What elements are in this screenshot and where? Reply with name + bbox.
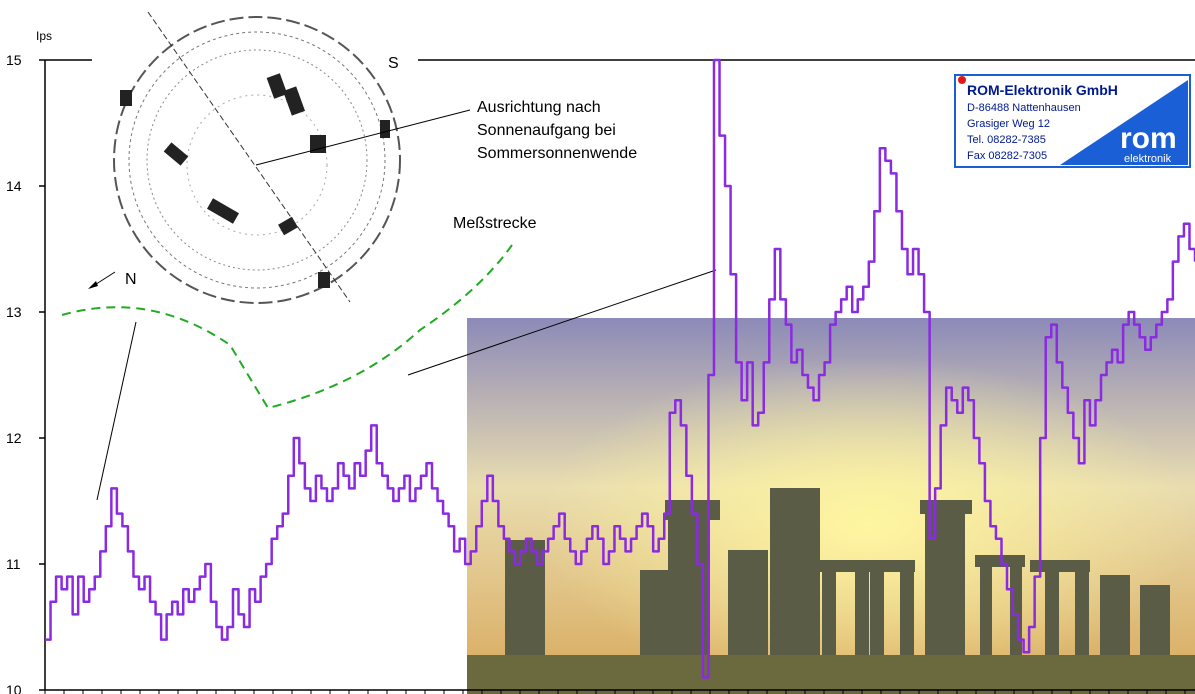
- y-tick-label: 11: [6, 556, 21, 572]
- logo-brand: rom: [1120, 122, 1177, 155]
- rom-elektronik-logo: ROM-Elektronik GmbH D-86488 Nattenhausen…: [954, 74, 1191, 168]
- stonehenge-plan-diagram: [88, 11, 471, 304]
- y-tick-label: 13: [6, 304, 22, 320]
- logo-red-dot: [958, 76, 966, 84]
- compass-south-label: S: [388, 55, 399, 72]
- logo-phone: Tel. 08282-7385: [967, 134, 1046, 146]
- y-tick-label: 10: [6, 682, 22, 694]
- x-axis: [44, 689, 1195, 694]
- measurement-path-label: Meßstrecke: [453, 215, 537, 232]
- logo-brand-sub: elektronik: [1124, 153, 1172, 165]
- compass-north-label: N: [125, 271, 137, 288]
- alignment-label-line-3: Sommersonnenwende: [477, 145, 637, 162]
- y-tick-label: 14: [6, 178, 22, 194]
- y-tick-label: 15: [6, 52, 22, 68]
- y-axis-unit-label: Ips: [36, 29, 52, 43]
- measurement-path-curve: [61, 244, 513, 410]
- logo-address-line-2: Grasiger Weg 12: [967, 118, 1050, 130]
- alignment-label-line-1: Ausrichtung nach: [477, 99, 601, 116]
- series-group: [45, 58, 1195, 679]
- y-tick-label: 12: [6, 430, 22, 446]
- leader-line-right: [407, 269, 717, 376]
- logo-fax: Fax 08282-7305: [967, 150, 1047, 162]
- logo-company-name: ROM-Elektronik GmbH: [967, 82, 1118, 98]
- alignment-label-line-2: Sonnenaufgang bei: [477, 122, 616, 139]
- logo-address-line-1: D-86488 Nattenhausen: [967, 102, 1081, 114]
- stonehenge-photo: [467, 318, 1195, 694]
- leader-line-left: [96, 321, 137, 501]
- y-axis: 10 11 12 13 14 15: [6, 52, 46, 694]
- series-line-0: [45, 58, 1195, 679]
